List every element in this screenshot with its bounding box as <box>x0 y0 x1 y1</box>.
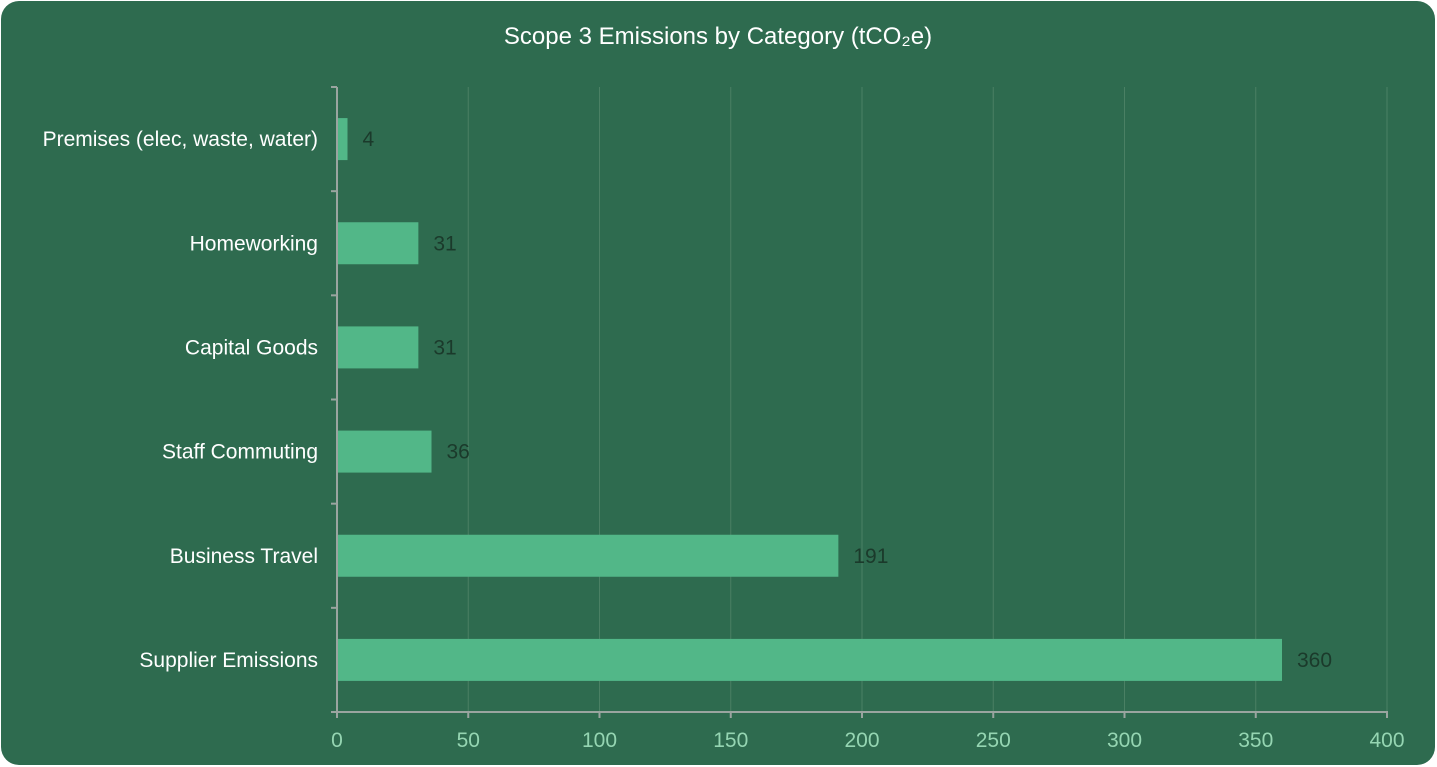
bar <box>338 222 419 265</box>
x-tick-label: 200 <box>844 729 879 752</box>
x-tick-label: 50 <box>457 729 480 752</box>
category-label: Staff Commuting <box>162 441 318 464</box>
value-label: 31 <box>433 336 456 359</box>
category-label: Homeworking <box>190 232 318 255</box>
value-label: 4 <box>363 128 375 151</box>
category-label: Premises (elec, waste, water) <box>43 128 318 151</box>
value-label: 36 <box>447 441 470 464</box>
value-label: 31 <box>433 232 456 255</box>
bar <box>338 118 348 161</box>
x-tick-label: 350 <box>1238 729 1273 752</box>
x-tick-label: 400 <box>1369 729 1404 752</box>
category-label: Business Travel <box>170 545 318 568</box>
bar <box>338 638 1282 681</box>
x-tick-label: 300 <box>1107 729 1142 752</box>
x-tick-label: 100 <box>582 729 617 752</box>
value-label: 191 <box>853 545 888 568</box>
x-tick-label: 250 <box>976 729 1011 752</box>
x-tick-label: 0 <box>331 729 343 752</box>
bar <box>338 534 839 577</box>
chart-title: Scope 3 Emissions by Category (tCO₂e) <box>503 23 933 50</box>
category-label: Supplier Emissions <box>139 649 318 672</box>
value-label: 360 <box>1297 649 1332 672</box>
bar <box>338 430 432 473</box>
bar <box>338 326 419 369</box>
category-label: Capital Goods <box>185 336 318 359</box>
x-tick-label: 150 <box>713 729 748 752</box>
